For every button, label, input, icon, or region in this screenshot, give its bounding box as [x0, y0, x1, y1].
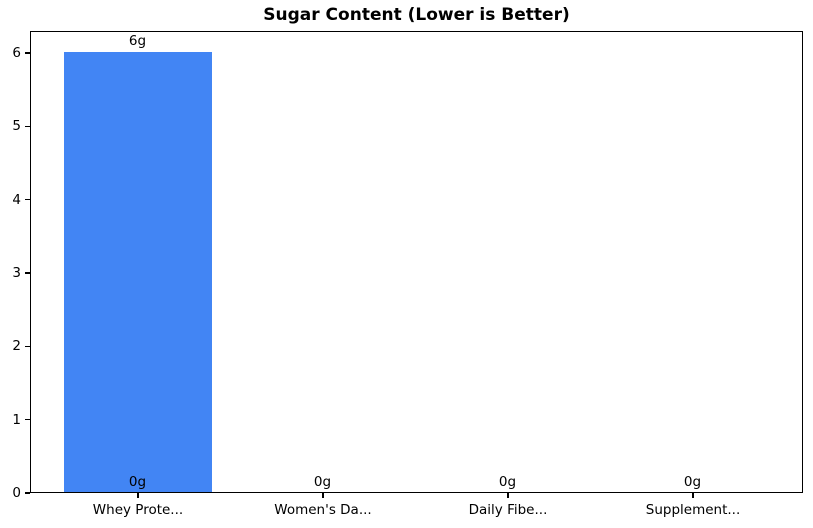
y-tick-label: 3 — [12, 265, 21, 281]
x-tick-label: Daily Fibe... — [468, 502, 548, 518]
x-tick-mark — [507, 493, 509, 498]
x-tick-mark — [137, 493, 139, 498]
y-tick-label: 5 — [12, 118, 21, 135]
y-tick-mark — [25, 125, 30, 128]
y-tick-label: 6 — [12, 45, 21, 61]
bar-value-label: 0g — [128, 474, 147, 490]
bar-value-label: 0g — [683, 474, 702, 490]
y-tick-mark — [25, 418, 30, 421]
bar-value-label: 6g — [128, 33, 147, 49]
x-tick-label: Supplement... — [645, 502, 741, 518]
x-tick-mark — [322, 493, 324, 498]
y-tick-mark — [25, 492, 30, 494]
bar-value-label: 0g — [313, 474, 332, 490]
plot-area: 6g 0g 0g 0g 0g — [30, 31, 803, 493]
chart-title: Sugar Content (Lower is Better) — [263, 5, 570, 25]
y-tick-label: 2 — [12, 338, 21, 355]
y-tick-mark — [25, 52, 30, 54]
x-tick-label: Whey Prote... — [92, 502, 184, 518]
x-tick-mark — [692, 493, 694, 498]
y-tick-mark — [25, 345, 30, 348]
y-tick-label: 0 — [12, 485, 21, 501]
x-tick-label: Women's Da... — [274, 502, 372, 518]
bar-value-label: 0g — [498, 474, 517, 490]
y-tick-mark — [25, 272, 30, 274]
y-tick-label: 4 — [12, 191, 21, 208]
y-tick-label: 1 — [12, 411, 21, 428]
bar — [63, 52, 212, 492]
y-tick-mark — [25, 198, 30, 201]
